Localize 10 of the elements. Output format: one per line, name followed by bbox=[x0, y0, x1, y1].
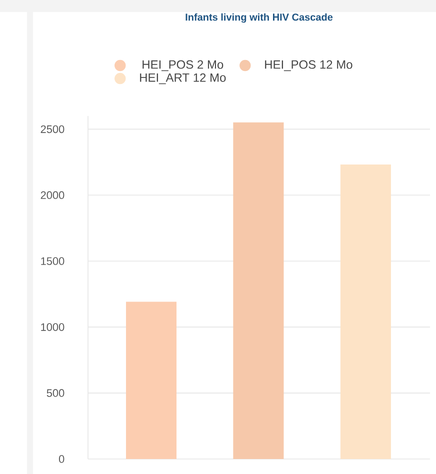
legend-label: HEI_POS 2 Mo bbox=[142, 60, 224, 72]
y-tick-label: 2000 bbox=[40, 191, 64, 200]
legend-label: HEI_POS 12 Mo bbox=[265, 60, 352, 72]
chart-title: Infants living with HIV Cascade bbox=[186, 13, 333, 23]
legend-label: HEI_ART 12 Mo bbox=[140, 73, 226, 84]
y-tick-label: 1500 bbox=[41, 257, 64, 265]
y-tick-label: 2500 bbox=[40, 125, 64, 134]
y-tick-label: 500 bbox=[46, 389, 64, 397]
y-tick-label: 0 bbox=[58, 455, 64, 463]
y-tick-label: 1000 bbox=[41, 323, 64, 331]
